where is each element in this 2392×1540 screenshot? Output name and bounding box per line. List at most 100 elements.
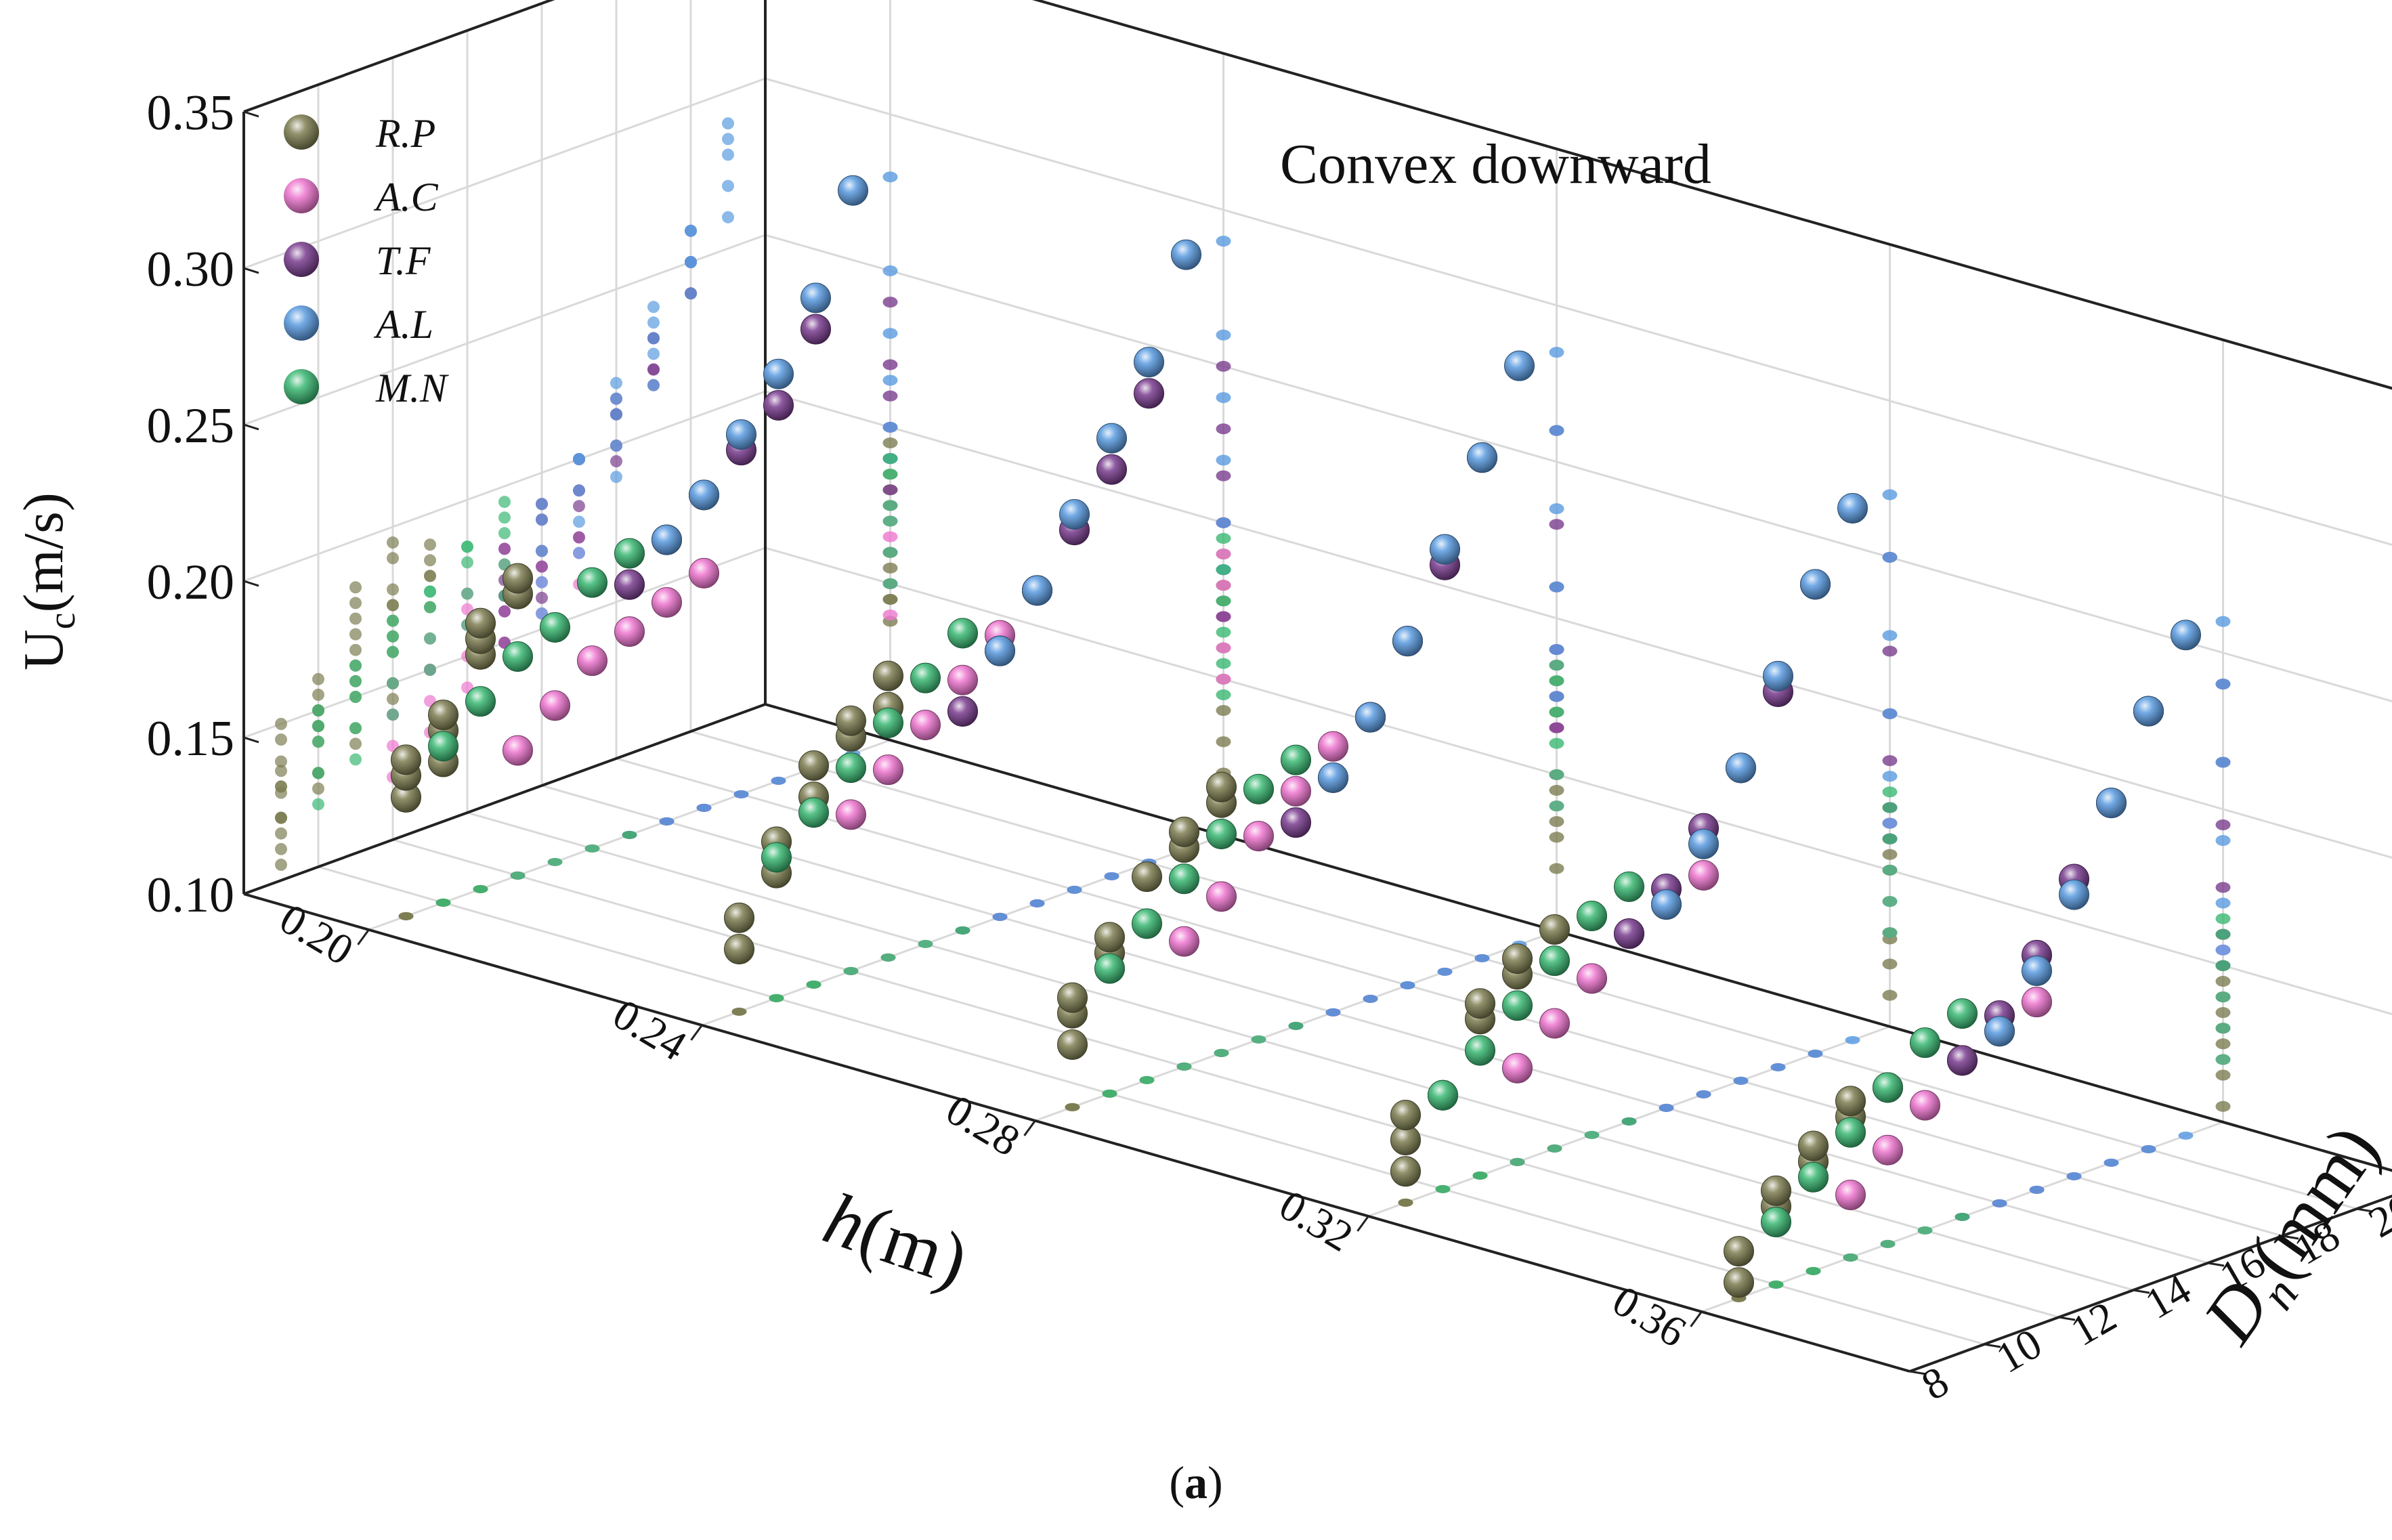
grid-line-floor xyxy=(541,784,2208,1264)
data-point-mn xyxy=(1761,1206,1791,1237)
data-point-rp xyxy=(1169,816,1199,847)
floor-projection-point xyxy=(1104,872,1119,880)
data-point-al xyxy=(1726,752,1756,784)
left-wall-projection-point xyxy=(722,179,734,192)
back-wall-projection-point xyxy=(1549,644,1564,656)
y-tick-label: 10 xyxy=(1988,1319,2050,1382)
data-point-mn xyxy=(465,686,496,717)
floor-projection-point xyxy=(1880,1239,1896,1248)
floor-projection-point xyxy=(1659,1103,1674,1112)
back-wall-projection-point xyxy=(1549,832,1564,843)
data-point-mn xyxy=(577,567,607,598)
y-tick-label: 14 xyxy=(2137,1265,2199,1328)
grid-line-back-wall xyxy=(765,234,2392,702)
data-point-ac xyxy=(503,735,533,766)
back-wall-projection-point xyxy=(2215,1054,2231,1065)
z-axis-title-sub: c xyxy=(41,612,83,629)
data-point-rp xyxy=(1094,922,1125,953)
floor-projection-point xyxy=(584,844,600,853)
data-point-rp xyxy=(1539,914,1570,945)
y-tick-label: 12 xyxy=(2063,1292,2124,1355)
data-point-al xyxy=(2171,620,2201,651)
data-point-al xyxy=(838,175,868,206)
data-point-mn xyxy=(614,538,645,569)
data-point-ac xyxy=(614,616,645,647)
y-tick-mark xyxy=(2133,1289,2150,1294)
back-wall-projection-point xyxy=(1549,581,1564,593)
back-wall-projection-point xyxy=(1216,532,1231,544)
floor-projection-point xyxy=(1510,1157,1525,1166)
back-wall-projection-point xyxy=(2215,960,2231,971)
data-point-al xyxy=(985,635,1015,666)
grid-line-floor xyxy=(318,865,1985,1346)
data-point-al xyxy=(1059,498,1090,530)
floor-projection-point xyxy=(1437,967,1453,976)
data-point-al xyxy=(1800,569,1831,600)
data-point-tf xyxy=(947,696,978,727)
back-wall-projection-point xyxy=(1882,489,1898,500)
left-wall-projection-point xyxy=(498,527,511,540)
data-point-rp xyxy=(1057,1029,1088,1060)
back-wall-projection-point xyxy=(1882,708,1898,719)
z-axis-title-main: U xyxy=(12,629,75,670)
left-wall-projection-point xyxy=(312,688,324,701)
left-wall-projection-point xyxy=(610,440,622,452)
data-point-rp xyxy=(465,607,496,639)
left-wall-projection-point xyxy=(349,691,362,703)
back-wall-projection-point xyxy=(882,593,898,605)
left-wall-projection-point xyxy=(536,544,548,557)
back-wall-projection-point xyxy=(1216,517,1231,528)
back-wall-projection-point xyxy=(882,297,898,308)
back-wall-projection-point xyxy=(1882,755,1898,767)
z-tick-mark xyxy=(243,267,259,274)
floor-projection-point xyxy=(1733,1076,1749,1085)
data-point-mn xyxy=(1873,1072,1903,1103)
data-point-mn xyxy=(873,707,903,738)
data-point-mn xyxy=(1910,1027,1940,1058)
back-wall-projection-point xyxy=(882,359,898,370)
back-wall-projection-point xyxy=(882,515,898,527)
y-axis-title: Dn(mm) xyxy=(2187,1110,2392,1365)
left-wall-projection-point xyxy=(647,379,660,391)
floor-projection-point xyxy=(1547,1144,1562,1153)
z-tick-mark xyxy=(243,423,259,431)
left-wall-projection-point xyxy=(498,542,511,555)
floor-projection-point xyxy=(1288,1021,1304,1030)
data-point-rp xyxy=(1132,861,1162,893)
data-point-al xyxy=(800,282,831,314)
data-point-rp xyxy=(836,705,866,736)
data-point-rp xyxy=(724,902,754,933)
left-wall-projection-point xyxy=(610,408,622,421)
data-point-al xyxy=(2022,955,2052,986)
data-point-rp xyxy=(1057,982,1088,1013)
back-wall-projection-point xyxy=(882,484,898,496)
z-tick-mark xyxy=(243,110,259,118)
floor-projection-point xyxy=(1584,1130,1600,1139)
data-point-al xyxy=(1430,534,1460,565)
left-wall-projection-point xyxy=(722,211,734,223)
left-wall-projection-point xyxy=(275,827,287,840)
back-wall-projection-point xyxy=(2215,897,2231,909)
legend-label: T.F xyxy=(376,238,431,283)
back-wall-projection-point xyxy=(1216,689,1231,700)
grid-line-back-wall xyxy=(765,390,2392,859)
floor-projection-point xyxy=(435,898,451,907)
x-tick-mark xyxy=(690,1024,703,1041)
left-wall-projection-point xyxy=(424,554,436,567)
data-point-mn xyxy=(761,842,792,873)
data-point-rp xyxy=(798,750,829,781)
floor-projection-point xyxy=(398,912,414,920)
left-wall-projection-point xyxy=(424,664,436,676)
back-wall-projection-point xyxy=(882,531,898,542)
legend-label: R.P xyxy=(375,111,435,156)
back-wall-projection-point xyxy=(1216,423,1231,435)
back-wall-projection-point xyxy=(1216,626,1231,638)
z-tick-label: 0.25 xyxy=(147,398,235,454)
data-point-mn xyxy=(798,797,829,828)
left-wall-projection-point xyxy=(349,675,362,687)
left-wall-projection-point xyxy=(461,556,473,569)
data-point-al xyxy=(1837,492,1868,523)
left-wall-projection-point xyxy=(387,677,399,689)
back-wall-projection-point xyxy=(1216,673,1231,685)
floor-projection-point xyxy=(1696,1090,1711,1098)
